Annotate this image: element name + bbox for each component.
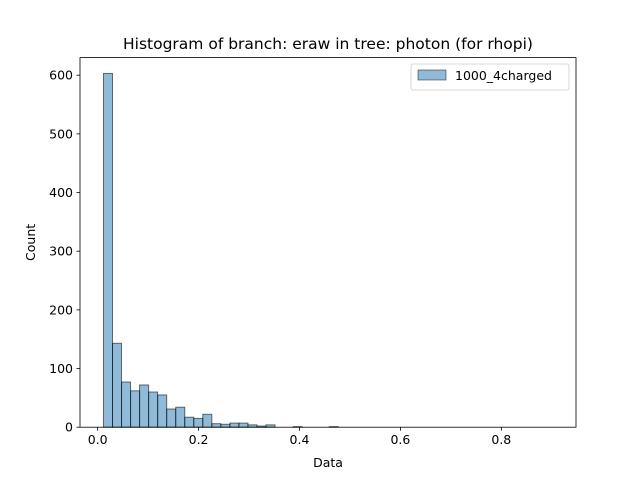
x-axis-label: Data (313, 455, 343, 470)
histogram-bar (130, 390, 141, 428)
y-tick-label: 300 (49, 244, 73, 259)
y-tick-label: 400 (49, 185, 73, 200)
x-tick-label: 0.0 (88, 432, 108, 447)
chart-title: Histogram of branch: eraw in tree: photo… (123, 35, 533, 53)
y-tick-label: 100 (49, 361, 73, 376)
x-tick-label: 0.8 (491, 432, 511, 447)
x-tick-label: 0.4 (290, 432, 310, 447)
histogram-bar (157, 394, 168, 428)
y-tick-label: 0 (65, 420, 73, 435)
y-tick-label: 600 (49, 68, 73, 83)
histogram-bar (238, 422, 249, 428)
histogram-bar (121, 381, 132, 428)
histogram-bar (139, 384, 150, 428)
histogram-bar (148, 391, 159, 428)
histogram-bar (193, 417, 204, 428)
x-tick-label: 0.6 (390, 432, 410, 447)
y-axis-ticks: 0 100 200 300 400 500 600 (49, 68, 80, 435)
histogram-bar (202, 413, 213, 428)
histogram-bar (184, 416, 195, 428)
histogram-bar (175, 406, 186, 428)
histogram-bar (229, 422, 240, 428)
histogram-bar (166, 408, 177, 428)
x-axis-ticks: 0.0 0.2 0.4 0.6 0.8 (88, 427, 511, 447)
histogram-bar (220, 423, 231, 428)
plot-frame (79, 57, 577, 428)
x-tick-label: 0.2 (189, 432, 209, 447)
histogram-bars (102, 72, 339, 428)
histogram-bar (211, 423, 222, 428)
y-tick-label: 500 (49, 126, 73, 141)
y-tick-label: 200 (49, 302, 73, 317)
legend: 1000_4charged (410, 63, 570, 91)
histogram-bar (102, 72, 113, 428)
legend-box (410, 63, 570, 91)
legend-label: 1000_4charged (455, 68, 552, 83)
histogram-bar (111, 342, 123, 428)
y-axis-label: Count (23, 224, 38, 261)
legend-swatch (417, 69, 447, 81)
